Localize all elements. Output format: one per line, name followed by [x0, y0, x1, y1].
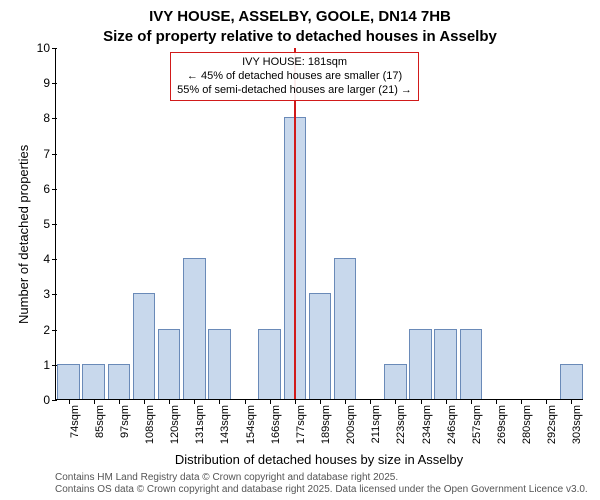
y-tick: 3 — [43, 287, 56, 301]
histogram-bar — [384, 364, 407, 399]
y-tick: 5 — [43, 217, 56, 231]
histogram-bar — [82, 364, 105, 399]
histogram-bar — [158, 329, 181, 399]
x-tick-label: 303sqm — [571, 403, 583, 453]
y-tick: 8 — [43, 111, 56, 125]
y-tick: 4 — [43, 252, 56, 266]
histogram-bar — [309, 293, 332, 399]
x-tick-label: 211sqm — [370, 403, 382, 453]
callout-line3: 55% of semi-detached houses are larger (… — [177, 84, 412, 98]
histogram-bar — [560, 364, 583, 399]
y-tick: 1 — [43, 358, 56, 372]
y-axis-label: Number of detached properties — [16, 145, 31, 324]
histogram-bar — [460, 329, 483, 399]
histogram-bar — [183, 258, 206, 399]
x-tick-label: 154sqm — [245, 403, 257, 453]
y-tick: 10 — [37, 41, 56, 55]
x-tick-label: 223sqm — [395, 403, 407, 453]
x-tick-label: 246sqm — [446, 403, 458, 453]
attribution-line2: Contains OS data © Crown copyright and d… — [55, 484, 588, 496]
x-tick-label: 269sqm — [496, 403, 508, 453]
x-axis-label: Distribution of detached houses by size … — [55, 452, 583, 467]
y-tick: 7 — [43, 147, 56, 161]
chart-title-address: IVY HOUSE, ASSELBY, GOOLE, DN14 7HB — [0, 8, 600, 25]
x-tick-label: 200sqm — [345, 403, 357, 453]
x-tick-label: 85sqm — [94, 403, 106, 453]
plot-area: 01234567891074sqm85sqm97sqm108sqm120sqm1… — [55, 48, 583, 400]
x-tick-label: 189sqm — [320, 403, 332, 453]
x-tick-label: 280sqm — [521, 403, 533, 453]
property-size-histogram: IVY HOUSE, ASSELBY, GOOLE, DN14 7HB Size… — [0, 0, 600, 500]
x-tick-label: 166sqm — [270, 403, 282, 453]
x-tick-label: 234sqm — [421, 403, 433, 453]
x-tick-label: 257sqm — [471, 403, 483, 453]
callout-line1: IVY HOUSE: 181sqm — [177, 56, 412, 70]
histogram-bar — [133, 293, 156, 399]
x-tick-label: 120sqm — [169, 403, 181, 453]
y-tick: 2 — [43, 323, 56, 337]
x-tick-label: 143sqm — [219, 403, 231, 453]
histogram-bar — [409, 329, 432, 399]
y-tick: 0 — [43, 393, 56, 407]
x-tick-label: 97sqm — [119, 403, 131, 453]
histogram-bar — [434, 329, 457, 399]
y-tick: 9 — [43, 76, 56, 90]
callout-box: IVY HOUSE: 181sqm← 45% of detached house… — [170, 52, 419, 101]
x-tick-label: 292sqm — [546, 403, 558, 453]
x-tick-label: 74sqm — [69, 403, 81, 453]
y-tick: 6 — [43, 182, 56, 196]
histogram-bar — [57, 364, 80, 399]
histogram-bar — [208, 329, 231, 399]
x-tick-label: 131sqm — [194, 403, 206, 453]
histogram-bar — [108, 364, 131, 399]
histogram-bar — [258, 329, 281, 399]
callout-line2: ← 45% of detached houses are smaller (17… — [177, 70, 412, 84]
x-tick-label: 108sqm — [144, 403, 156, 453]
attribution-line1: Contains HM Land Registry data © Crown c… — [55, 472, 588, 484]
histogram-bar — [334, 258, 357, 399]
chart-title-subtitle: Size of property relative to detached ho… — [0, 28, 600, 45]
x-tick-label: 177sqm — [295, 403, 307, 453]
attribution-text: Contains HM Land Registry data © Crown c… — [55, 472, 588, 496]
